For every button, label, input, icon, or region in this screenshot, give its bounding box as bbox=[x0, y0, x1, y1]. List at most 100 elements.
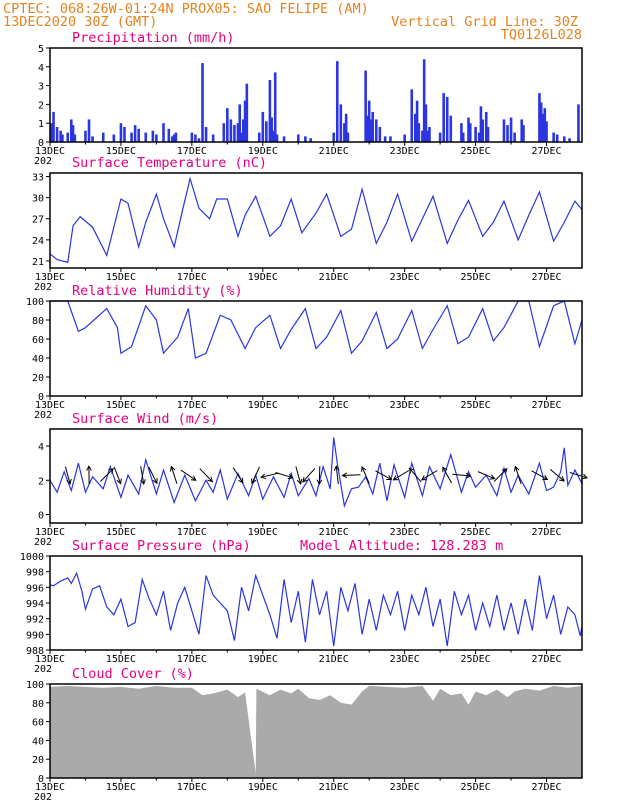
rh-xtick-label: 21DEC bbox=[319, 400, 349, 411]
precip-bar bbox=[545, 121, 548, 142]
wind-arrow bbox=[442, 467, 453, 484]
wind-arrow-head bbox=[465, 472, 472, 479]
press-title: Surface Pressure (hPa) bbox=[72, 538, 251, 554]
press-ytick-label: 992 bbox=[26, 615, 44, 626]
precip-xtick-label: 25DEC bbox=[461, 146, 491, 157]
precip-bar bbox=[273, 72, 277, 142]
press-xtick-label: 25DEC bbox=[461, 654, 491, 665]
rh-ytick-label: 20 bbox=[32, 373, 44, 384]
precip-bar bbox=[261, 111, 265, 142]
header-grid-line: Vertical Grid Line: 30Z bbox=[391, 14, 578, 30]
precip-bar bbox=[541, 113, 545, 142]
temp-ytick-label: 30 bbox=[32, 194, 44, 205]
wind-arrow bbox=[342, 474, 361, 477]
precip-bar bbox=[477, 132, 481, 142]
precip-bar bbox=[410, 89, 414, 142]
cloud-panel: Cloud Cover (%) 0 20 40 60 80 100 13DEC 15DEC 17D… bbox=[26, 666, 583, 800]
wind-arrow bbox=[514, 466, 522, 484]
precip-bar bbox=[226, 108, 229, 142]
temp-xtick-label: 25DEC bbox=[461, 272, 491, 283]
precip-bar bbox=[309, 138, 312, 142]
precip-bar bbox=[403, 134, 406, 142]
rh-xtick-label: 23DEC bbox=[390, 400, 420, 411]
precip-bar bbox=[562, 136, 566, 142]
press-xtick-label: 21DEC bbox=[319, 654, 349, 665]
wind-arrow bbox=[531, 470, 548, 480]
precip-bar bbox=[374, 119, 378, 142]
wind-arrow-head bbox=[333, 465, 340, 472]
precip-bar bbox=[539, 102, 543, 142]
precip-year-label: 202 bbox=[34, 156, 52, 167]
wind-arrow-head bbox=[169, 465, 176, 472]
wind-arrow bbox=[421, 470, 438, 481]
precip-bar bbox=[257, 132, 261, 142]
wind-xtick-label: 21DEC bbox=[319, 527, 349, 538]
rh-ytick-label: 80 bbox=[32, 316, 44, 327]
rh-frame bbox=[49, 300, 583, 397]
cloud-ytick-label: 80 bbox=[32, 699, 44, 710]
precip-bar bbox=[194, 134, 197, 142]
wind-arrow-head bbox=[287, 473, 294, 480]
temp-xtick-label: 19DEC bbox=[248, 272, 278, 283]
wind-arrow-head bbox=[190, 475, 197, 481]
precip-bar bbox=[344, 113, 348, 142]
cloud-xtick-label: 15DEC bbox=[106, 782, 136, 793]
precip-xtick-label: 21DEC bbox=[319, 146, 349, 157]
precip-bar bbox=[238, 104, 242, 142]
precip-ytick-label: 5 bbox=[38, 44, 44, 55]
rh-xtick-label: 25DEC bbox=[461, 400, 491, 411]
press-xtick-label: 27DEC bbox=[531, 654, 561, 665]
precip-bar bbox=[233, 125, 236, 142]
precip-bar bbox=[52, 111, 55, 142]
precip-bar bbox=[421, 130, 424, 142]
wind-arrow bbox=[170, 466, 178, 484]
precip-bar bbox=[335, 61, 339, 142]
precip-bar bbox=[243, 100, 247, 142]
press-xtick-label: 15DEC bbox=[106, 654, 136, 665]
temp-xtick-label: 27DEC bbox=[531, 272, 561, 283]
precip-bar bbox=[346, 132, 350, 142]
precip-bar bbox=[66, 132, 70, 142]
precip-bar bbox=[415, 100, 419, 142]
header-run-date: 13DEC2020 30Z (GMT) bbox=[3, 14, 157, 30]
wind-xtick-label: 27DEC bbox=[531, 527, 561, 538]
rh-xtick-label: 15DEC bbox=[106, 400, 136, 411]
wind-ytick-label: 2 bbox=[38, 476, 44, 487]
press-ytick-label: 1000 bbox=[20, 552, 44, 563]
precip-xtick-label: 27DEC bbox=[531, 146, 561, 157]
precip-bar bbox=[538, 93, 541, 142]
precip-bar bbox=[123, 126, 126, 142]
temp-frame bbox=[49, 172, 583, 269]
wind-arrow bbox=[140, 466, 145, 485]
precip-bar bbox=[50, 123, 54, 142]
cloud-xtick-label: 25DEC bbox=[461, 782, 491, 793]
precip-bar bbox=[171, 136, 174, 142]
wind-xtick-label: 15DEC bbox=[106, 527, 136, 538]
precip-bar bbox=[144, 132, 148, 142]
cloud-ytick-label: 100 bbox=[26, 680, 44, 691]
precip-bar bbox=[460, 123, 463, 142]
rh-ytick-label: 0 bbox=[38, 392, 44, 403]
wind-arrow-head bbox=[408, 467, 415, 474]
precip-bar bbox=[130, 132, 133, 142]
panels: Precipitation (mm/h) 0 1 2 3 4 5 13DEC 15DEC 17DE… bbox=[20, 30, 589, 800]
precip-bar bbox=[101, 132, 105, 142]
wind-arrow-head bbox=[116, 478, 122, 485]
precip-bar bbox=[172, 134, 176, 142]
precip-bar bbox=[91, 136, 94, 142]
cloud-xtick-label: 19DEC bbox=[248, 782, 278, 793]
wind-arrow-head bbox=[140, 479, 146, 486]
wind-arrow-head bbox=[420, 475, 427, 481]
precip-bar bbox=[474, 126, 477, 142]
precip-ytick-label: 1 bbox=[38, 119, 44, 130]
press-ytick-label: 998 bbox=[26, 568, 44, 579]
rh-xtick-label: 13DEC bbox=[35, 400, 65, 411]
precip-ytick-label: 0 bbox=[38, 138, 44, 149]
precip-bar bbox=[467, 117, 470, 142]
precip-bar bbox=[389, 136, 392, 142]
precip-bar bbox=[112, 134, 116, 142]
precip-bar bbox=[55, 126, 59, 142]
precip-bar bbox=[296, 134, 300, 142]
precip-bar bbox=[282, 136, 286, 142]
header-station: CPTEC: 068:26W-01:24N PROX05: SAO FELIPE… bbox=[3, 1, 369, 17]
